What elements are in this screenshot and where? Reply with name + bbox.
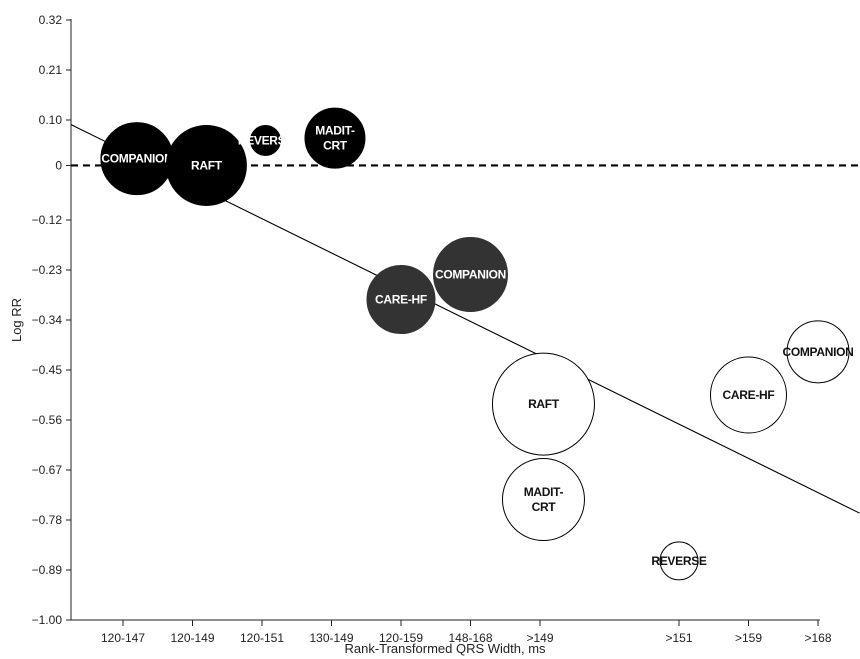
bubble-circle bbox=[304, 107, 366, 169]
x-tick-label: >168 bbox=[804, 631, 831, 645]
bubble-circle bbox=[249, 124, 281, 156]
y-tick-label: −0.23 bbox=[32, 263, 63, 277]
x-tick-label: 120-151 bbox=[240, 631, 284, 645]
y-tick-label: 0.10 bbox=[39, 113, 63, 127]
x-tick-label: 120-147 bbox=[101, 631, 145, 645]
y-tick-label: −1.00 bbox=[32, 613, 63, 627]
bubble: CARE-HF bbox=[710, 356, 787, 434]
bubble: MADIT-CRT bbox=[501, 458, 585, 542]
bubble-label: CARE-HF bbox=[375, 293, 427, 307]
y-tick-label: −0.34 bbox=[32, 313, 63, 327]
bubble: REVERSE bbox=[651, 541, 707, 581]
x-tick-label: 120-149 bbox=[170, 631, 214, 645]
y-tick-label: 0 bbox=[55, 158, 62, 172]
bubble-circle bbox=[659, 541, 699, 581]
bubble: RAFT bbox=[165, 124, 247, 206]
bubble-label: COMPANION bbox=[101, 152, 172, 166]
bubble-circle bbox=[491, 352, 595, 456]
bubble-circle bbox=[501, 458, 585, 542]
y-tick-label: −0.89 bbox=[32, 563, 63, 577]
bubble: RAFT bbox=[491, 352, 595, 456]
bubble-label: CARE-HF bbox=[723, 388, 775, 402]
bubble-label: MADIT- bbox=[315, 124, 355, 138]
bubble-circle bbox=[710, 356, 787, 434]
bubble: COMPANION bbox=[100, 122, 174, 196]
bubble: COMPANION bbox=[433, 237, 508, 313]
bubble-label: RAFT bbox=[191, 158, 223, 172]
bubble-label: COMPANION bbox=[782, 345, 853, 359]
y-tick-label: −0.56 bbox=[32, 413, 63, 427]
bubble-label: CRT bbox=[532, 500, 557, 514]
y-tick-label: 0.21 bbox=[39, 63, 63, 77]
bubble-circle bbox=[433, 237, 508, 313]
x-tick-label: 148-168 bbox=[448, 631, 492, 645]
bubble: MADIT-CRT bbox=[304, 107, 366, 169]
bubble-label: CRT bbox=[323, 139, 348, 153]
bubble-circle bbox=[786, 320, 850, 384]
axes: 0.32 0.21 0.10 0 −0.12 −0.23 −0.34 −0.45 −0.56 −0… bbox=[32, 13, 832, 645]
bubble-label: REVERSE bbox=[238, 133, 294, 147]
bubble: CARE-HF bbox=[366, 265, 436, 335]
y-tick-label: −0.67 bbox=[32, 463, 63, 477]
y-tick-label: 0.32 bbox=[39, 13, 63, 27]
x-axis-title: Rank-Transformed QRS Width, ms bbox=[344, 641, 546, 656]
bubble-circle bbox=[366, 265, 436, 335]
bubble-label: RAFT bbox=[528, 397, 560, 411]
x-tick-label: >151 bbox=[665, 631, 692, 645]
bubble: REVERSE bbox=[238, 124, 294, 156]
bubble-label: COMPANION bbox=[435, 268, 506, 282]
y-axis-title: Log RR bbox=[9, 298, 24, 342]
bubble-label: REVERSE bbox=[651, 554, 707, 568]
x-tick-label: >149 bbox=[526, 631, 553, 645]
bubble: COMPANION bbox=[782, 320, 854, 384]
y-tick-label: −0.45 bbox=[32, 363, 63, 377]
x-tick-label: >159 bbox=[735, 631, 762, 645]
bubble-label: MADIT- bbox=[524, 485, 564, 499]
y-tick-label: −0.12 bbox=[32, 213, 63, 227]
bubble-circle bbox=[165, 124, 247, 206]
bubbles: COMPANION RAFTREVERSEMADIT-CRTCARE-HFCOMP… bbox=[100, 107, 854, 581]
x-tick-label: 130-149 bbox=[309, 631, 353, 645]
y-tick-label: −0.78 bbox=[32, 513, 63, 527]
x-tick-label: 120-159 bbox=[379, 631, 423, 645]
